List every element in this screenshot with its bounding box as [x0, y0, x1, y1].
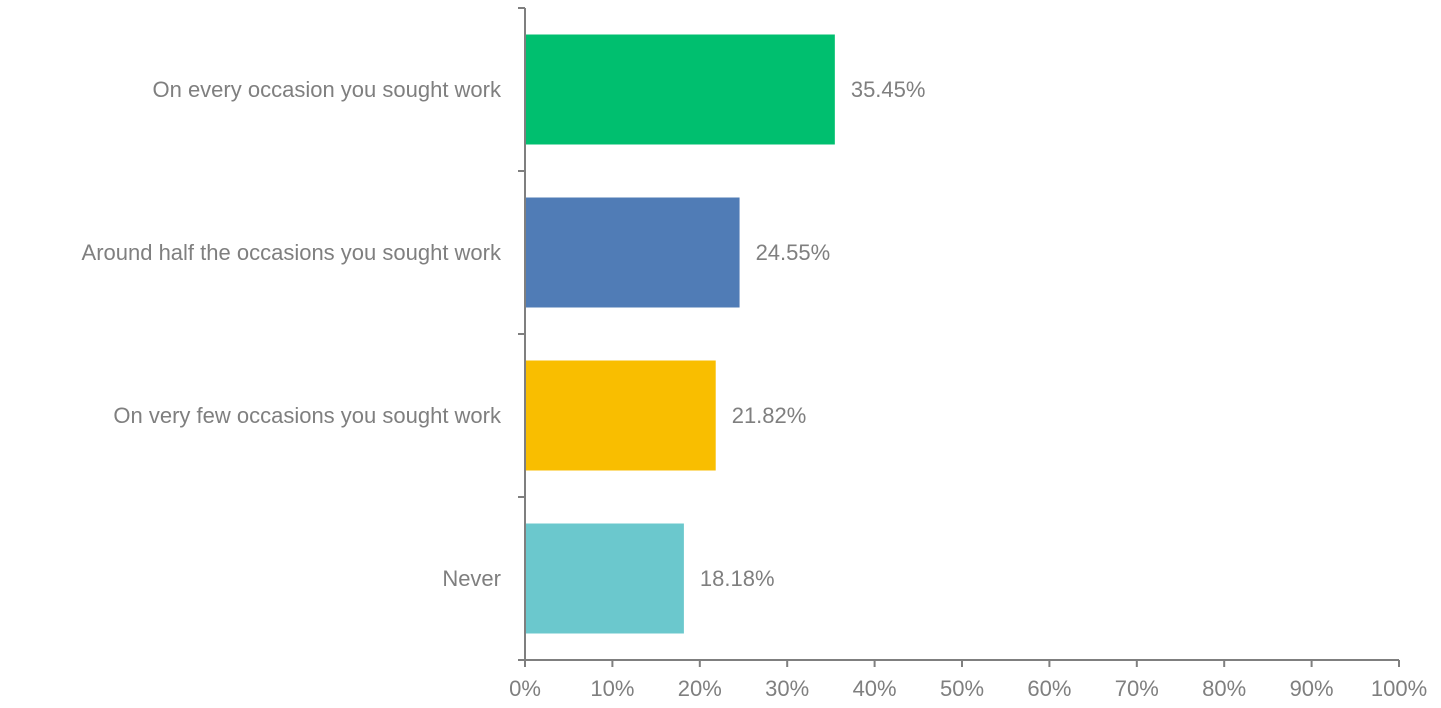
bar — [525, 197, 740, 308]
bar — [525, 523, 684, 634]
data-label: 18.18% — [700, 566, 775, 591]
x-tick-label: 20% — [678, 676, 722, 701]
x-tick-label: 10% — [590, 676, 634, 701]
x-tick-label: 90% — [1290, 676, 1334, 701]
bars-group — [525, 34, 835, 634]
data-label: 21.82% — [732, 403, 807, 428]
axes-group — [518, 7, 1400, 667]
x-tick-label: 60% — [1027, 676, 1071, 701]
bar — [525, 360, 716, 471]
labels-group: On every occasion you sought work 35.45% A… — [82, 77, 1428, 701]
x-tick-label: 80% — [1202, 676, 1246, 701]
category-label: Never — [442, 566, 501, 591]
category-label: On every occasion you sought work — [152, 77, 502, 102]
x-tick-label: 100% — [1371, 676, 1427, 701]
data-label: 24.55% — [756, 240, 831, 265]
x-tick-label: 0% — [509, 676, 541, 701]
category-label: Around half the occasions you sought wor… — [82, 240, 502, 265]
x-tick-label: 30% — [765, 676, 809, 701]
category-label: On very few occasions you sought work — [113, 403, 502, 428]
data-label: 35.45% — [851, 77, 926, 102]
x-tick-label: 40% — [853, 676, 897, 701]
bar — [525, 34, 835, 145]
x-tick-label: 50% — [940, 676, 984, 701]
x-tick-label: 70% — [1115, 676, 1159, 701]
